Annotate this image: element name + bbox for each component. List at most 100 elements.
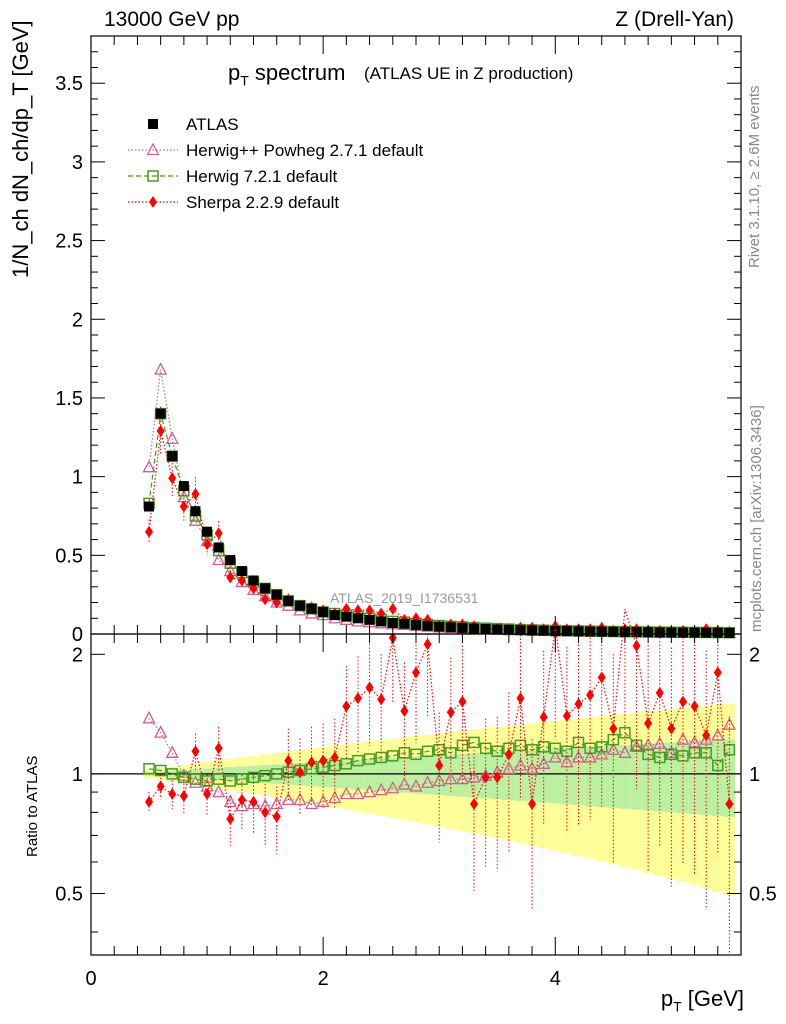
main-point-atlas <box>677 627 688 638</box>
ratio-point-sherpa-2-2-9-default <box>412 666 420 679</box>
ratio-point-herwig-7-2-1-default <box>642 748 654 761</box>
main-point-atlas <box>260 583 271 594</box>
main-point-atlas <box>329 610 340 621</box>
main-point-atlas <box>306 603 317 614</box>
ratio-point-herwig-7-2-1-default <box>595 741 608 753</box>
ratio-point-herwig-powheg-2-7-1-default <box>362 784 377 798</box>
header-right-label: Z (Drell-Yan) <box>615 8 734 31</box>
rivet-version-label: Rivet 3.1.10, ≥ 2.6M events <box>746 85 763 269</box>
ratio-point-herwig-powheg-2-7-1-default <box>653 736 667 750</box>
main-point-sherpa-2-2-9-default <box>388 602 397 615</box>
main-point-sherpa-2-2-9-default <box>261 593 270 606</box>
legend-marker <box>146 142 160 156</box>
main-point-herwig-powheg-2-7-1-default <box>165 431 179 445</box>
ratio-band-inner <box>653 743 666 812</box>
ratio-point-herwig-powheg-2-7-1-default <box>142 710 156 724</box>
main-point-atlas <box>376 616 387 627</box>
ratio-point-sherpa-2-2-9-default <box>632 639 641 652</box>
main-point-sherpa-2-2-9-default <box>203 538 212 551</box>
ratio-point-herwig-powheg-2-7-1-default <box>513 758 528 771</box>
ratio-point-sherpa-2-2-9-default <box>365 681 374 694</box>
ratio-point-herwig-powheg-2-7-1-default <box>583 750 597 763</box>
ratio-band-inner <box>503 751 515 801</box>
main-point-atlas <box>492 624 503 635</box>
main-y-tick-label: 0.5 <box>55 545 83 567</box>
main-point-atlas <box>190 506 201 517</box>
ratio-point-sherpa-2-2-9-default <box>609 722 618 735</box>
main-point-atlas <box>271 589 282 600</box>
ratio-point-herwig-7-2-1-default <box>654 751 666 764</box>
ratio-y-tick-label-left: 1 <box>72 764 83 786</box>
main-point-atlas <box>387 617 398 628</box>
ratio-point-sherpa-2-2-9-default <box>667 722 676 735</box>
ratio-point-herwig-7-2-1-default <box>549 742 562 755</box>
main-point-herwig-powheg-2-7-1-default <box>142 459 156 473</box>
ratio-point-herwig-powheg-2-7-1-default <box>316 794 330 808</box>
ratio-point-sherpa-2-2-9-default <box>214 742 223 755</box>
ratio-point-sherpa-2-2-9-default <box>145 795 154 808</box>
ratio-point-herwig-powheg-2-7-1-default <box>699 732 713 745</box>
ratio-point-sherpa-2-2-9-default <box>690 700 699 713</box>
main-point-atlas <box>399 618 410 629</box>
ratio-point-herwig-7-2-1-default <box>224 775 237 787</box>
plot-title-word: spectrum <box>248 60 346 85</box>
ratio-point-sherpa-2-2-9-default <box>423 638 432 651</box>
ratio-point-herwig-7-2-1-default <box>526 744 538 756</box>
main-panel: 0 0.5 1 1.5 2 2.5 3 3.5 <box>55 35 742 646</box>
main-point-atlas <box>294 600 305 611</box>
ratio-band-inner <box>584 746 596 807</box>
main-point-atlas <box>724 627 735 638</box>
ratio-point-sherpa-2-2-9-default <box>307 756 316 769</box>
main-point-atlas <box>538 625 549 636</box>
ratio-point-herwig-7-2-1-default <box>340 758 353 770</box>
ratio-point-sherpa-2-2-9-default <box>597 671 606 684</box>
ratio-point-sherpa-2-2-9-default <box>574 697 583 710</box>
main-point-atlas <box>341 611 352 622</box>
ratio-point-sherpa-2-2-9-default <box>179 789 188 802</box>
main-y-tick-label: 0 <box>72 624 83 646</box>
ratio-point-herwig-powheg-2-7-1-default <box>455 771 470 785</box>
ratio-point-sherpa-2-2-9-default <box>319 754 328 767</box>
ratio-point-herwig-powheg-2-7-1-default <box>281 792 295 806</box>
ratio-point-herwig-7-2-1-default <box>352 754 364 767</box>
ratio-point-herwig-7-2-1-default <box>189 773 202 785</box>
ratio-point-sherpa-2-2-9-default <box>272 810 281 823</box>
ratio-point-sherpa-2-2-9-default <box>237 793 246 806</box>
ratio-point-sherpa-2-2-9-default <box>261 806 270 819</box>
ratio-point-herwig-7-2-1-default <box>259 769 271 782</box>
ratio-point-herwig-7-2-1-default <box>270 768 283 780</box>
main-point-atlas <box>701 627 712 638</box>
ratio-point-sherpa-2-2-9-default <box>493 771 502 784</box>
ratio-point-sherpa-2-2-9-default <box>435 759 444 772</box>
ratio-point-herwig-powheg-2-7-1-default <box>304 796 319 810</box>
plot-title-sub: T <box>240 72 249 89</box>
ratio-point-herwig-7-2-1-default <box>445 747 457 759</box>
ratio-point-sherpa-2-2-9-default <box>586 688 595 701</box>
ratio-point-herwig-powheg-2-7-1-default <box>618 745 632 758</box>
ratio-point-sherpa-2-2-9-default <box>295 766 304 779</box>
main-point-atlas <box>608 626 619 637</box>
ratio-band-inner <box>549 748 562 804</box>
ratio-point-herwig-powheg-2-7-1-default <box>548 750 562 763</box>
ratio-band-inner <box>537 749 550 803</box>
ratio-point-sherpa-2-2-9-default <box>539 711 548 724</box>
main-point-sherpa-2-2-9-default <box>156 424 165 437</box>
ratio-point-herwig-powheg-2-7-1-default <box>188 775 203 788</box>
analysis-watermark: ATLAS_2019_I1736531 <box>330 590 479 606</box>
ratio-point-herwig-powheg-2-7-1-default <box>351 786 365 800</box>
ratio-point-herwig-powheg-2-7-1-default <box>629 739 644 752</box>
ratio-point-herwig-powheg-2-7-1-default <box>409 779 423 792</box>
ratio-point-sherpa-2-2-9-default <box>458 695 467 708</box>
legend: ATLAS Herwig++ Powheg 2.7.1 default Herwig… <box>128 115 423 212</box>
ratio-point-herwig-7-2-1-default <box>537 741 550 753</box>
plot-subtitle: (ATLAS UE in Z production) <box>364 64 574 83</box>
ratio-band-inner <box>352 759 364 790</box>
ratio-point-herwig-7-2-1-default <box>619 726 631 739</box>
ratio-point-sherpa-2-2-9-default <box>284 754 293 767</box>
ratio-point-herwig-powheg-2-7-1-default <box>212 784 226 798</box>
main-point-atlas <box>445 622 456 633</box>
legend-marker <box>147 170 159 182</box>
main-point-herwig-powheg-2-7-1-default <box>212 552 226 566</box>
ratio-band-inner <box>421 755 434 795</box>
